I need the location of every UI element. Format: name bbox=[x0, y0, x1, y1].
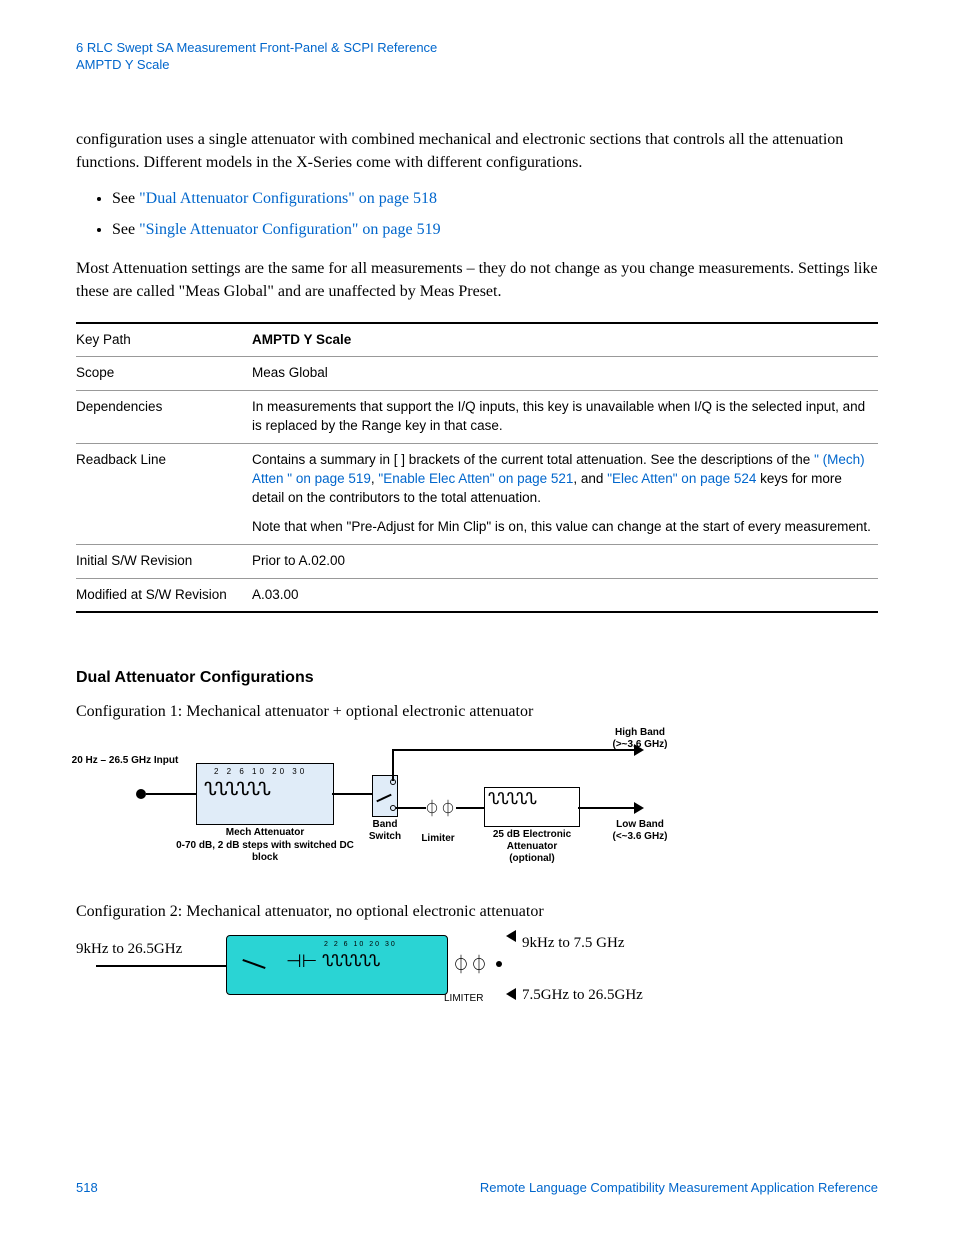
table-row: Initial S/W Revision Prior to A.02.00 bbox=[76, 544, 878, 578]
table-row: Scope Meas Global bbox=[76, 357, 878, 391]
section-heading-dual-atten: Dual Attenuator Configurations bbox=[76, 669, 878, 687]
intro-paragraph: configuration uses a single attenuator w… bbox=[76, 128, 878, 174]
list-prefix: See bbox=[112, 190, 139, 207]
cell-value: AMPTD Y Scale bbox=[252, 323, 878, 357]
d1-arrow-icon bbox=[634, 802, 644, 814]
header-chapter: 6 RLC Swept SA Measurement Front-Panel &… bbox=[76, 40, 878, 55]
link-dual-atten[interactable]: "Dual Attenuator Configurations" on page… bbox=[139, 190, 437, 207]
d2-dc-block-icon: ⊣⊢ bbox=[286, 951, 317, 972]
d2-steps: 2 2 6 10 20 30 bbox=[324, 941, 397, 948]
header-section: AMPTD Y Scale bbox=[76, 57, 878, 72]
cell-label: Modified at S/W Revision bbox=[76, 578, 252, 612]
cell-value: Contains a summary in [ ] brackets of th… bbox=[252, 444, 878, 545]
cell-label: Scope bbox=[76, 357, 252, 391]
table-row: Dependencies In measurements that suppor… bbox=[76, 391, 878, 444]
d1-mech-label: Mech Attenuator0-70 dB, 2 dB steps with … bbox=[172, 827, 358, 865]
list-item: See "Single Attenuator Configuration" on… bbox=[112, 219, 878, 241]
diagram-config1: 20 Hz – 26.5 GHz Input 2 2 6 10 20 30 ᔐᔐ… bbox=[76, 727, 700, 887]
link-enable-elec[interactable]: "Enable Elec Atten" on page 521 bbox=[378, 471, 573, 486]
list-prefix: See bbox=[112, 221, 139, 238]
d1-mech-steps: 2 2 6 10 20 30 bbox=[214, 767, 307, 776]
d1-wire bbox=[392, 749, 394, 781]
meas-global-paragraph: Most Attenuation settings are the same f… bbox=[76, 257, 878, 303]
cell-label: Dependencies bbox=[76, 391, 252, 444]
d2-bottom-output-label: 7.5GHz to 26.5GHz bbox=[522, 987, 643, 1004]
d1-limiter-icon: ⏀⏀ bbox=[424, 795, 456, 819]
link-elec-atten[interactable]: "Elec Atten" on page 524 bbox=[607, 471, 756, 486]
d1-wire bbox=[396, 807, 426, 809]
table-row: Modified at S/W Revision A.03.00 bbox=[76, 578, 878, 612]
diagram-config2: 9kHz to 26.5GHz ⊣⊢ 2 2 6 10 20 30 ᔐᔐᔐᔐᔐᔐ… bbox=[76, 927, 700, 1017]
d1-wire bbox=[456, 807, 484, 809]
d1-resistor-icon: ᔐᔐᔐᔐᔐᔐ bbox=[204, 779, 269, 800]
table-row: Readback Line Contains a summary in [ ] … bbox=[76, 444, 878, 545]
see-also-list: See "Dual Attenuator Configurations" on … bbox=[76, 188, 878, 241]
config2-caption: Configuration 2: Mechanical attenuator, … bbox=[76, 903, 878, 921]
cell-value: In measurements that support the I/Q inp… bbox=[252, 391, 878, 444]
d1-input-port bbox=[136, 789, 146, 799]
key-info-table: Key Path AMPTD Y Scale Scope Meas Global… bbox=[76, 322, 878, 614]
config1-caption: Configuration 1: Mechanical attenuator +… bbox=[76, 703, 878, 721]
d2-resistor-icon: ᔐᔐᔐᔐᔐᔐ bbox=[322, 951, 378, 971]
d1-elec-label: 25 dB ElectronicAttenuator(optional) bbox=[482, 829, 582, 865]
d2-input-label: 9kHz to 26.5GHz bbox=[76, 941, 182, 958]
d1-wire bbox=[332, 793, 372, 795]
cell-value: Prior to A.02.00 bbox=[252, 544, 878, 578]
cell-label: Readback Line bbox=[76, 444, 252, 545]
link-single-atten[interactable]: "Single Attenuator Configuration" on pag… bbox=[139, 221, 440, 238]
cell-label: Initial S/W Revision bbox=[76, 544, 252, 578]
d2-arrow-icon bbox=[506, 988, 516, 1000]
d1-lowband-label: Low Band(<~3.6 GHz) bbox=[602, 819, 678, 843]
table-row: Key Path AMPTD Y Scale bbox=[76, 323, 878, 357]
cell-label: Key Path bbox=[76, 323, 252, 357]
list-item: See "Dual Attenuator Configurations" on … bbox=[112, 188, 878, 210]
doc-title: Remote Language Compatibility Measuremen… bbox=[480, 1180, 878, 1195]
d2-limiter-label: LIMITER bbox=[444, 993, 483, 1004]
readback-note: Note that when "Pre-Adjust for Min Clip"… bbox=[252, 519, 871, 534]
d1-limiter-label: Limiter bbox=[410, 833, 466, 844]
d1-wire bbox=[146, 793, 196, 795]
page-number: 518 bbox=[76, 1180, 98, 1195]
d2-junction bbox=[496, 961, 502, 967]
d1-resistor-icon: ᔐᔐᔐᔐᔐ bbox=[488, 789, 535, 809]
d2-wire bbox=[96, 965, 226, 967]
d1-wire bbox=[578, 807, 638, 809]
cell-value: A.03.00 bbox=[252, 578, 878, 612]
d2-top-output-label: 9kHz to 7.5 GHz bbox=[522, 935, 624, 952]
d1-band-label: Band Switch bbox=[360, 819, 410, 843]
d2-arrow-icon bbox=[506, 930, 516, 942]
d1-input-label: 20 Hz – 26.5 GHz Input bbox=[68, 755, 182, 767]
page-footer: 518 Remote Language Compatibility Measur… bbox=[76, 1180, 878, 1195]
cell-value: Meas Global bbox=[252, 357, 878, 391]
d2-limiter-icon: ⏀⏀ bbox=[452, 951, 488, 977]
d1-highband-label: High Band(>~3.6 GHz) bbox=[586, 727, 694, 751]
